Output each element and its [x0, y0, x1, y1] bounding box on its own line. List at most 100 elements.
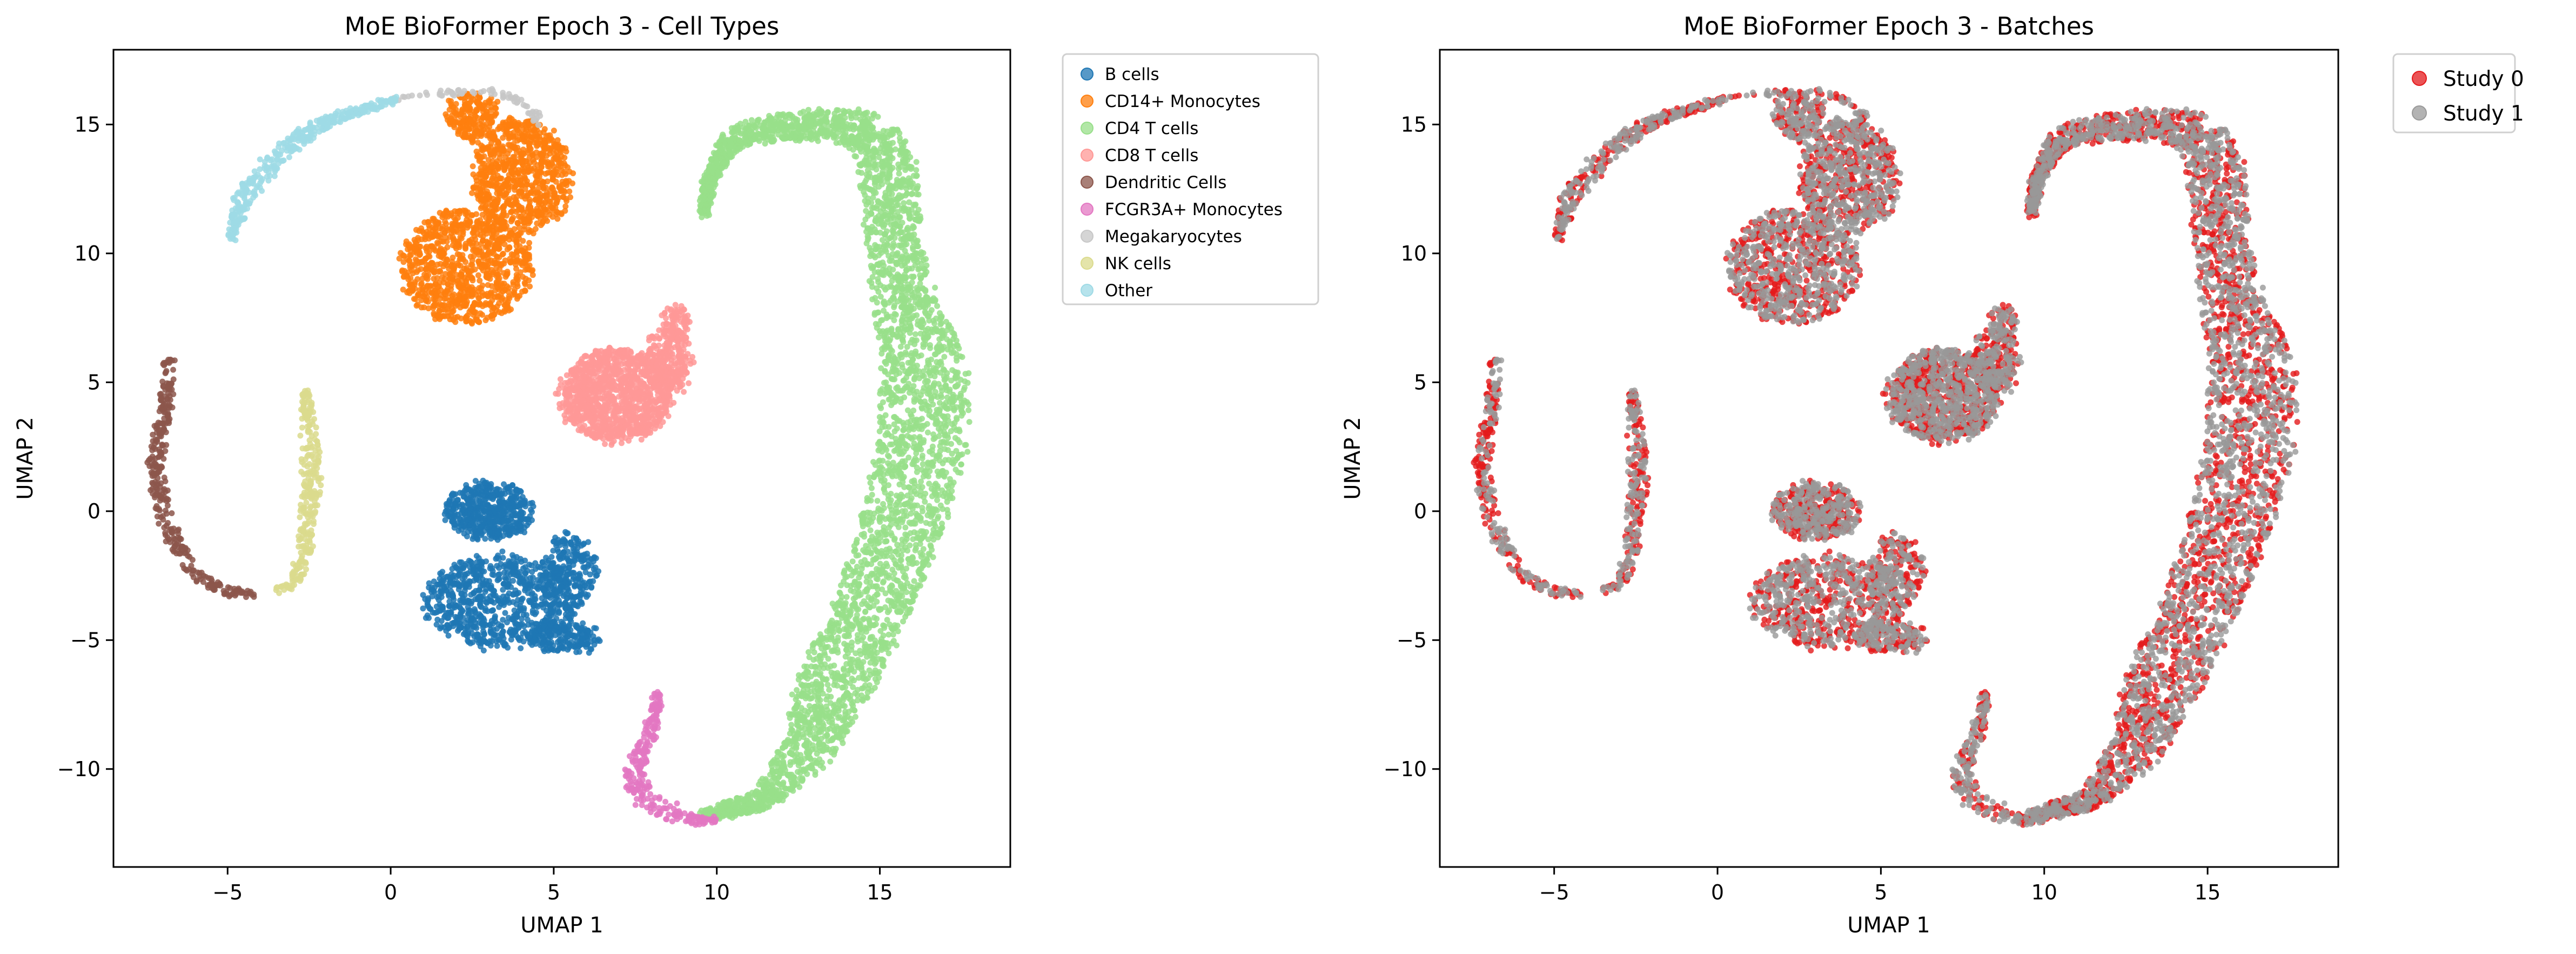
data-point [557, 163, 564, 170]
data-point [520, 273, 526, 280]
data-point [455, 128, 461, 135]
data-point [506, 558, 512, 564]
data-point [550, 560, 556, 566]
data-point [415, 260, 422, 266]
data-point [543, 646, 549, 652]
data-point [468, 521, 474, 527]
data-point [590, 633, 596, 639]
data-point [591, 566, 597, 572]
data-point [514, 276, 520, 282]
data-point [476, 481, 482, 487]
data-point [568, 542, 574, 548]
data-point [500, 250, 506, 257]
data-point [428, 234, 435, 241]
data-point [483, 489, 489, 496]
data-point [474, 631, 480, 638]
data-point [451, 214, 457, 221]
data-point [567, 616, 573, 623]
data-point [525, 590, 531, 596]
data-point [497, 188, 503, 194]
data-point [578, 556, 584, 562]
data-point [482, 264, 488, 270]
data-point [519, 182, 525, 189]
data-point [448, 270, 455, 276]
data-point [563, 196, 569, 202]
data-point [587, 571, 593, 578]
data-point [525, 190, 532, 196]
data-point [485, 293, 491, 299]
data-point [529, 267, 536, 273]
data-point [485, 282, 491, 288]
data-point [459, 252, 466, 258]
data-point [504, 199, 510, 205]
data-point [579, 627, 586, 633]
data-point [469, 499, 475, 505]
data-point [468, 284, 475, 290]
data-point [489, 129, 496, 135]
data-point [560, 536, 567, 543]
data-point [548, 553, 555, 560]
data-point [444, 507, 450, 513]
data-point [458, 271, 464, 277]
data-point [542, 575, 549, 582]
data-point [479, 148, 486, 154]
data-point [469, 609, 475, 615]
data-point [448, 225, 455, 231]
data-point [473, 301, 479, 308]
data-point [446, 579, 453, 586]
data-point [495, 513, 502, 519]
data-point [527, 283, 533, 290]
data-point [480, 485, 486, 491]
data-point [571, 535, 577, 541]
data-point [475, 595, 481, 601]
data-point [424, 243, 430, 250]
data-point [494, 98, 501, 105]
data-point [488, 140, 494, 146]
data-point [481, 497, 488, 503]
data-point [526, 143, 532, 149]
data-point [497, 125, 503, 131]
data-point [462, 562, 468, 569]
data-point [526, 562, 533, 568]
data-point [539, 182, 546, 189]
data-point [841, 641, 848, 647]
data-point [556, 184, 562, 191]
data-point [478, 241, 484, 247]
data-point [525, 516, 532, 522]
data-point [450, 490, 456, 497]
data-point [484, 238, 490, 245]
data-point [502, 287, 508, 293]
data-point [477, 565, 483, 572]
data-point [452, 602, 458, 608]
data-point [568, 639, 574, 645]
data-point [569, 180, 575, 186]
data-point [507, 122, 514, 128]
data-point [573, 577, 579, 584]
data-point [512, 200, 519, 206]
data-point [448, 609, 454, 616]
data-point [526, 635, 533, 641]
data-point [488, 177, 495, 184]
data-point [499, 548, 506, 555]
data-point [442, 517, 448, 523]
data-point [400, 252, 406, 258]
data-point [444, 238, 450, 245]
data-point [438, 618, 445, 624]
data-point [470, 240, 477, 246]
data-point [457, 234, 464, 241]
data-point [875, 276, 881, 282]
data-point [487, 622, 493, 628]
data-point [531, 159, 537, 165]
data-point [518, 645, 524, 651]
data-point [511, 501, 517, 508]
data-point [478, 285, 484, 292]
data-point [514, 590, 520, 597]
data-point [494, 506, 501, 512]
data-point [442, 218, 448, 225]
data-point [482, 536, 488, 542]
data-point [529, 184, 536, 190]
data-point [965, 407, 972, 413]
data-point [403, 238, 410, 245]
data-point [425, 272, 432, 278]
data-point [575, 643, 582, 650]
